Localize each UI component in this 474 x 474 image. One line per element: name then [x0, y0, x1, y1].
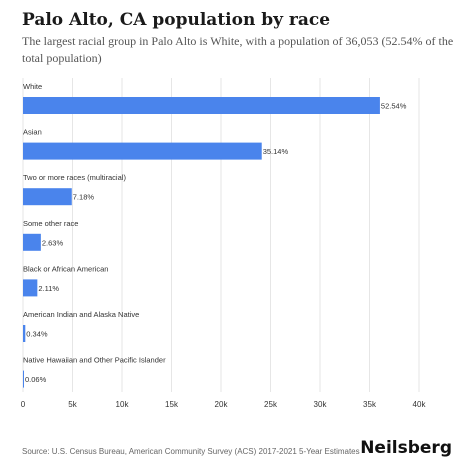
x-tick-label: 25k — [264, 400, 278, 409]
bar — [23, 97, 380, 114]
category-label: Native Hawaiian and Other Pacific Island… — [23, 356, 166, 365]
x-tick-label: 10k — [116, 400, 130, 409]
value-label: 0.06% — [25, 375, 47, 384]
brand-logo: Neilsberg — [360, 438, 452, 458]
category-label: Black or African American — [23, 264, 108, 273]
category-label: American Indian and Alaska Native — [23, 310, 139, 319]
x-tick-label: 30k — [314, 400, 328, 409]
grid-lines — [22, 78, 420, 392]
bars: White 52.54% Asian 35.14% Two or more races … — [23, 82, 407, 388]
value-label: 7.18% — [73, 193, 95, 202]
source-note: Source: U.S. Census Bureau, American Com… — [22, 447, 360, 456]
x-tick-label: 5k — [68, 400, 77, 409]
chart-subtitle: The largest racial group in Palo Alto is… — [22, 34, 454, 65]
value-label: 35.14% — [263, 147, 289, 156]
bar — [23, 370, 24, 388]
x-tick-label: 20k — [215, 400, 229, 409]
bar — [23, 325, 26, 342]
category-label: Two or more races (multiracial) — [23, 173, 126, 182]
x-axis: 0 5k 10k 15k 20k 25k 30k 35k 40k — [21, 400, 427, 409]
x-tick-label: 35k — [363, 400, 377, 409]
chart-title: Palo Alto, CA population by race — [22, 10, 331, 30]
bar — [23, 279, 38, 297]
category-label: Asian — [23, 128, 42, 137]
x-tick-label: 0 — [21, 400, 26, 409]
x-tick-label: 40k — [413, 400, 427, 409]
value-label: 0.34% — [26, 330, 48, 339]
value-label: 52.54% — [381, 102, 407, 111]
bar — [23, 142, 262, 160]
category-label: Some other race — [23, 219, 78, 228]
value-label: 2.63% — [42, 238, 64, 247]
bar — [23, 188, 72, 206]
value-label: 2.11% — [38, 284, 59, 293]
bar — [23, 233, 41, 251]
category-label: White — [23, 82, 42, 91]
x-tick-label: 15k — [165, 400, 179, 409]
